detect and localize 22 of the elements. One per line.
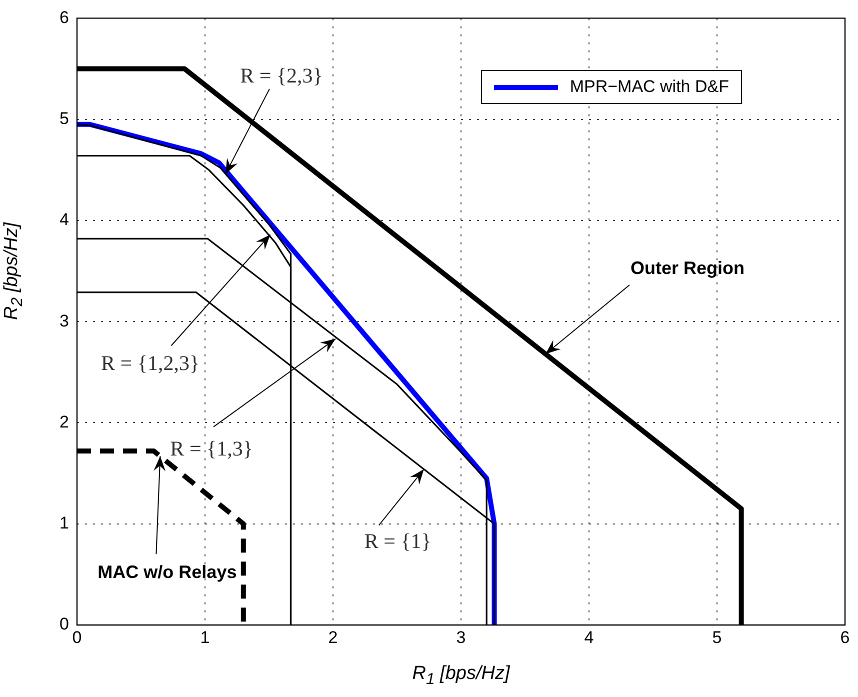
x-tick-label: 2: [328, 628, 338, 647]
annotation: R = {1,3}: [170, 436, 253, 460]
y-tick-label: 6: [60, 8, 69, 27]
annotation: R = {2,3}: [240, 63, 323, 88]
x-tick-label: 4: [584, 628, 594, 647]
y-tick-label: 0: [60, 614, 69, 634]
annotation: R = {1,2,3}: [101, 351, 200, 376]
y-tick-label: 5: [60, 109, 69, 128]
annotation: Outer Region: [630, 258, 744, 278]
x-tick-label: 3: [456, 628, 466, 647]
x-tick-label: 0: [72, 628, 82, 647]
x-tick-label: 6: [840, 628, 850, 647]
annotation: R = {1}: [364, 528, 432, 553]
y-tick-label: 1: [60, 514, 69, 533]
x-axis-title: R$_{1}$ [bps/Hz]: [411, 663, 511, 689]
y-tick-label: 4: [60, 210, 69, 230]
annotation: MAC w/o Relays: [98, 562, 237, 582]
x-tick-label: 1: [200, 628, 210, 647]
y-tick-label: 2: [60, 412, 69, 432]
legend-label: MPR−MAC with D&F: [570, 77, 729, 97]
x-tick-label: 5: [712, 628, 722, 647]
y-tick-label: 3: [60, 311, 69, 330]
